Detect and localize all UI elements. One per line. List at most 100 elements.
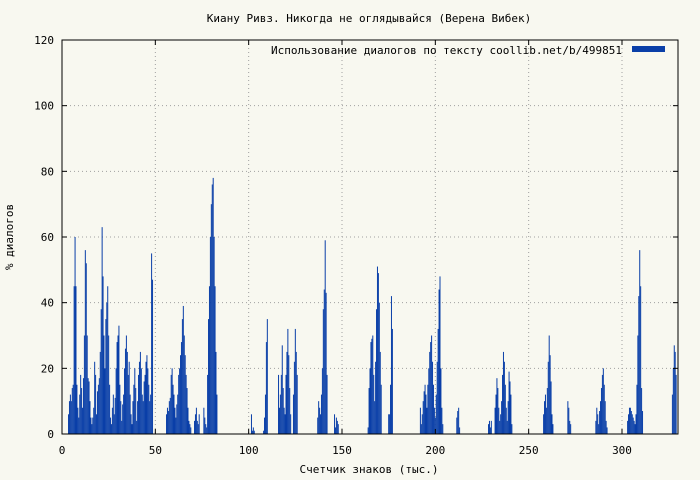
bar [204, 417, 206, 434]
ticks: 0 20 40 60 80 100 120 0 50 100 150 200 250 300 [34, 34, 678, 457]
bar [442, 424, 444, 434]
bar [379, 351, 381, 434]
bar [295, 351, 297, 434]
bar [420, 424, 422, 434]
bar [169, 397, 171, 434]
bar [629, 407, 631, 434]
bar [428, 368, 430, 434]
bar [172, 384, 174, 434]
bar [107, 286, 109, 434]
bar [121, 420, 123, 434]
legend-swatch [632, 46, 665, 52]
bar [81, 388, 83, 434]
bar [425, 394, 427, 434]
bar [290, 414, 292, 434]
bar [632, 417, 634, 434]
bar [671, 394, 673, 434]
bar [92, 417, 94, 434]
bar [430, 342, 432, 434]
bar [543, 414, 545, 434]
bar [180, 342, 182, 434]
bar [130, 414, 132, 434]
bar [183, 335, 185, 434]
bar [210, 204, 212, 434]
bar [636, 384, 638, 434]
bar [641, 388, 643, 434]
bar [293, 361, 295, 434]
bar [639, 250, 641, 434]
bar [318, 401, 320, 434]
bar [148, 384, 150, 434]
bar [76, 384, 78, 434]
bar [189, 424, 191, 434]
bar [634, 424, 636, 434]
bar [182, 305, 184, 434]
bar [548, 335, 550, 434]
bar [71, 388, 73, 434]
bar [320, 414, 322, 434]
bar [279, 394, 281, 434]
bar [369, 368, 371, 434]
bar [599, 411, 601, 434]
bar [147, 368, 149, 434]
bar [672, 368, 674, 434]
bar [102, 276, 104, 434]
bar [203, 407, 205, 434]
bar [117, 335, 119, 434]
bar [374, 401, 376, 434]
x-tick-label: 100 [239, 444, 259, 457]
bar [507, 401, 509, 434]
bar [90, 417, 92, 434]
bar [166, 414, 168, 434]
bar [502, 351, 504, 434]
bar [289, 388, 291, 434]
bar [185, 374, 187, 434]
bar [167, 411, 169, 434]
bar [603, 384, 605, 434]
bar [190, 427, 192, 434]
bar [198, 414, 200, 434]
bar [140, 368, 142, 434]
bar [176, 404, 178, 434]
bar [104, 368, 106, 434]
bar [441, 407, 443, 434]
bar [600, 401, 602, 434]
bar [207, 374, 209, 434]
bar [375, 361, 377, 434]
bar [371, 338, 373, 434]
bar [495, 394, 497, 434]
bar [141, 394, 143, 434]
bar [508, 371, 510, 434]
bar [181, 319, 183, 434]
bar [510, 394, 512, 434]
bar [179, 368, 181, 434]
bar [511, 424, 513, 434]
bar [456, 417, 458, 434]
bar [490, 420, 492, 434]
bar [550, 381, 552, 434]
bar [109, 384, 111, 434]
bar [544, 394, 546, 434]
bar [126, 351, 128, 434]
bar [96, 414, 98, 434]
bar [497, 388, 499, 434]
bar [166, 407, 168, 434]
bar [75, 286, 77, 434]
bar [72, 384, 74, 434]
bar [173, 394, 175, 434]
bar [285, 374, 287, 434]
bar [73, 286, 75, 434]
bar [286, 351, 288, 434]
bar [389, 414, 391, 434]
bar [122, 404, 124, 434]
y-tick-label: 80 [41, 165, 54, 178]
bar [205, 424, 207, 434]
bar [209, 237, 211, 434]
bar [74, 237, 76, 434]
bar [292, 394, 294, 434]
bar [457, 411, 459, 434]
bar [214, 286, 216, 434]
bar [213, 237, 215, 434]
bar [595, 420, 597, 434]
bar [283, 407, 285, 434]
